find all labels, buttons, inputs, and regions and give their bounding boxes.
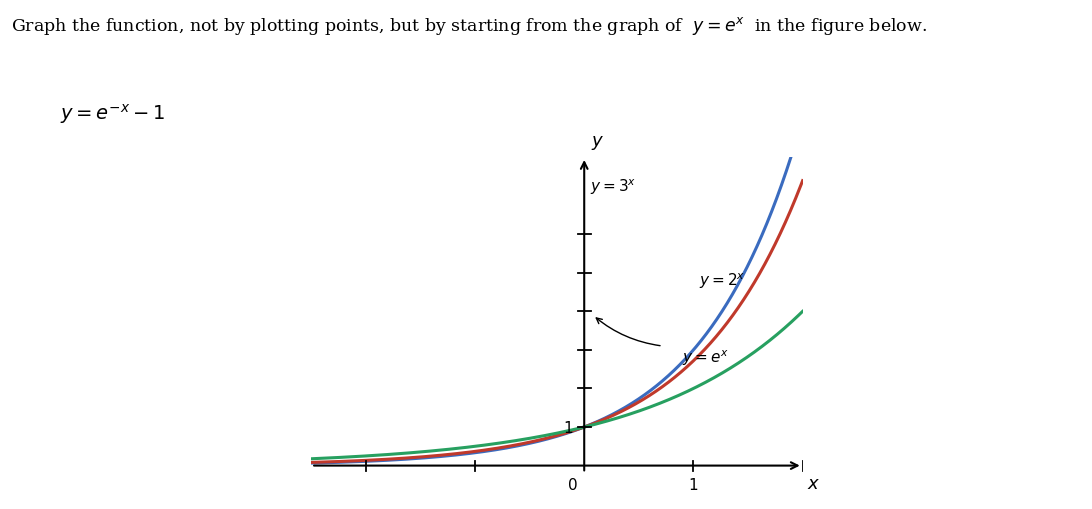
Text: $1$: $1$ bbox=[688, 476, 699, 492]
Text: $y = 3^x$: $y = 3^x$ bbox=[590, 177, 636, 196]
Text: $1$: $1$ bbox=[563, 419, 573, 435]
Text: $y = 2^x$: $y = 2^x$ bbox=[699, 271, 745, 291]
Text: $y = e^{-x} - 1$: $y = e^{-x} - 1$ bbox=[60, 102, 166, 126]
Text: Graph the function, not by plotting points, but by starting from the graph of  $: Graph the function, not by plotting poin… bbox=[11, 15, 927, 37]
Text: $0$: $0$ bbox=[567, 476, 578, 492]
Text: $y$: $y$ bbox=[591, 134, 604, 152]
Text: $y = e^x$: $y = e^x$ bbox=[682, 348, 729, 367]
Text: $x$: $x$ bbox=[807, 474, 820, 492]
